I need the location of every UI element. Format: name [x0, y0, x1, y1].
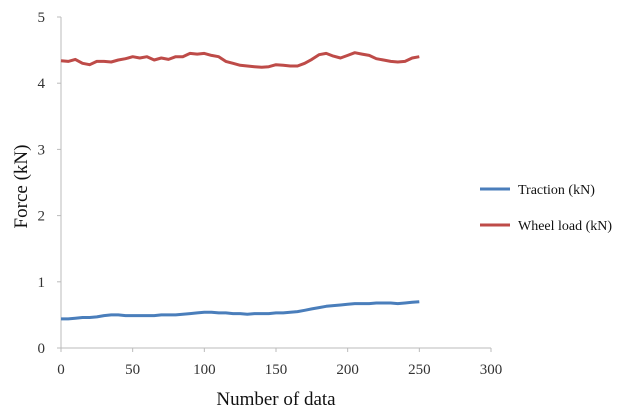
x-tick-label: 200 — [336, 362, 359, 378]
y-tick-label: 2 — [38, 209, 46, 225]
y-tick-label: 3 — [38, 142, 46, 158]
x-tick-label: 250 — [408, 362, 431, 378]
series-line-traction-kn — [61, 300, 420, 321]
x-tick-label: 100 — [193, 362, 216, 378]
x-axis-title: Number of data — [216, 389, 336, 410]
y-tick-label: 4 — [38, 76, 46, 92]
y-tick-label: 0 — [38, 341, 46, 357]
y-tick-label: 5 — [38, 10, 46, 26]
x-tick-label: 300 — [480, 362, 503, 378]
x-tick-label: 0 — [57, 362, 65, 378]
series-line-wheel-load-kn — [60, 51, 420, 69]
x-tick-label: 50 — [125, 362, 140, 378]
y-tick-label: 1 — [38, 275, 46, 291]
x-tick-label: 150 — [265, 362, 288, 378]
legend-label-wheel-load-kn: Wheel load (kN) — [518, 219, 612, 234]
y-axis-title: Force (kN) — [11, 145, 32, 229]
legend-label-traction-kn: Traction (kN) — [518, 183, 595, 198]
axes — [60, 17, 491, 349]
legend: Traction (kN) Wheel load (kN) — [480, 183, 612, 234]
